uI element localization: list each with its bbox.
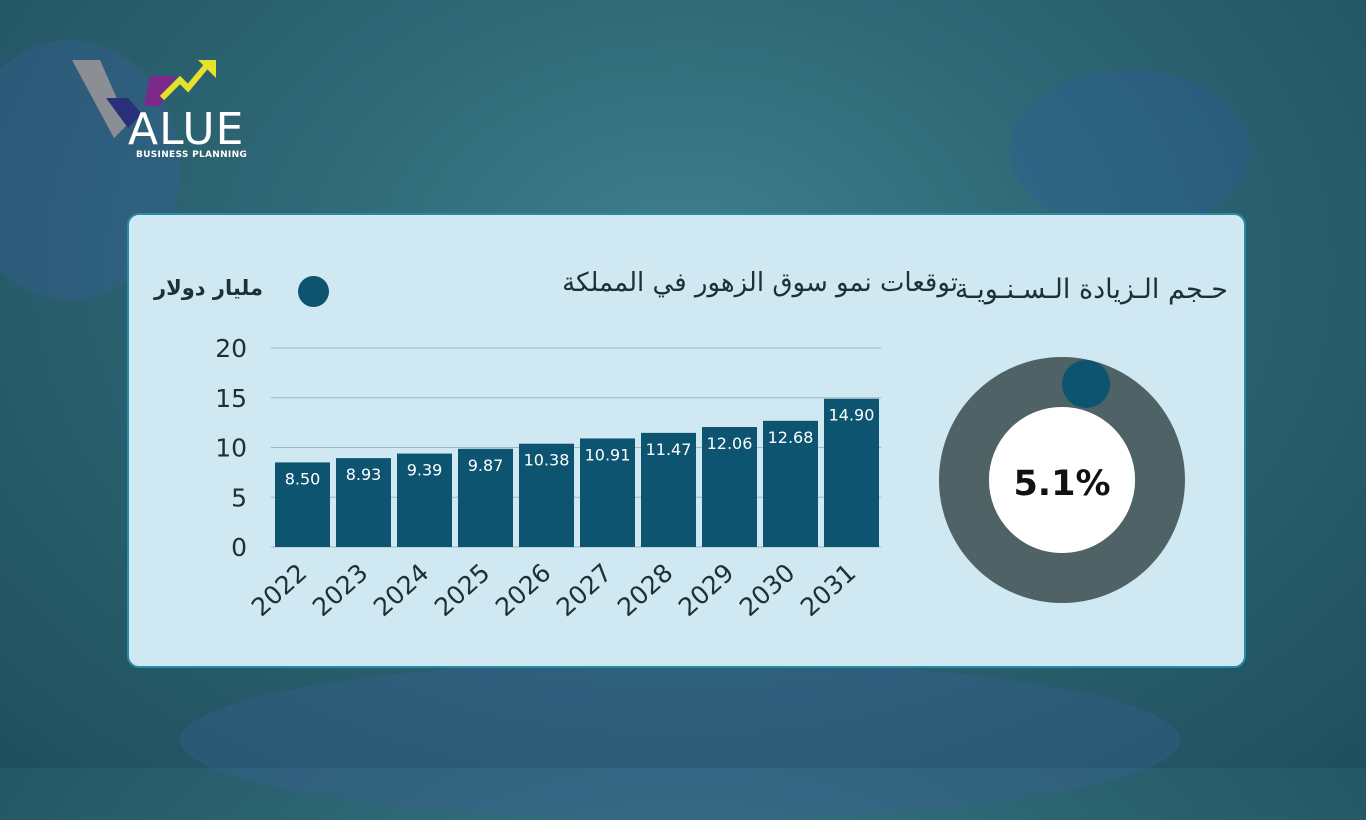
x-tick-label: 2023 <box>307 558 374 622</box>
logo-subtitle: BUSINESS PLANNING <box>136 150 248 160</box>
bar-2029 <box>702 427 757 547</box>
donut-value-label: 5.1% <box>1013 464 1110 504</box>
x-tick-label: 2022 <box>246 558 313 622</box>
y-tick-label: 20 <box>215 334 247 363</box>
donut-ring <box>939 357 1185 603</box>
background-flowers-bottom <box>180 660 1180 820</box>
bar-2025 <box>458 448 513 547</box>
legend-dot-icon <box>298 276 329 307</box>
data-label: 12.68 <box>768 428 814 447</box>
y-tick-label: 5 <box>231 483 247 512</box>
bar-chart-title: توقعات نمو سوق الزهور في المملكة <box>562 268 958 298</box>
bar-2024 <box>397 453 452 547</box>
data-label: 14.90 <box>829 406 875 425</box>
y-tick-label: 15 <box>215 384 247 413</box>
bar-2030 <box>763 420 818 547</box>
x-tick-label: 2030 <box>734 558 801 622</box>
x-tick-label: 2029 <box>673 558 740 622</box>
data-label: 9.87 <box>468 456 504 475</box>
bar-2031 <box>824 398 879 547</box>
background-flowers-right <box>1010 70 1250 230</box>
logo-text: ALUE <box>128 104 245 155</box>
bar-2023 <box>336 458 391 547</box>
x-tick-label: 2024 <box>368 558 435 622</box>
bar-2027 <box>580 438 635 547</box>
y-axis-unit-label: مليار دولار <box>154 276 263 300</box>
bar-2028 <box>641 432 696 547</box>
x-tick-label: 2026 <box>490 558 557 622</box>
data-label: 10.91 <box>585 445 631 464</box>
data-label: 12.06 <box>707 434 753 453</box>
annual-growth-title: حـجم الـزيادة الـسـنـويـة <box>954 274 1228 305</box>
donut-center <box>989 407 1135 553</box>
y-tick-label: 0 <box>231 533 247 562</box>
data-label: 11.47 <box>646 440 692 459</box>
x-tick-label: 2025 <box>429 558 496 622</box>
bar-2022 <box>275 462 330 547</box>
bar-chart: 0 5 10 15 20 8.50 2022 8.93 2023 9.39 2024 9.87 2025… <box>215 334 881 622</box>
x-tick-label: 2027 <box>551 558 618 622</box>
data-label: 9.39 <box>407 461 443 480</box>
data-label: 8.93 <box>346 465 382 484</box>
value-logo: ALUE <box>66 58 266 168</box>
x-tick-label: 2031 <box>795 558 862 622</box>
data-label: 8.50 <box>285 469 321 488</box>
data-label: 10.38 <box>524 451 570 470</box>
donut-marker <box>1062 360 1110 408</box>
x-tick-label: 2028 <box>612 558 679 622</box>
logo-mark-icon <box>72 60 216 138</box>
growth-donut-chart: 5.1% <box>939 357 1185 603</box>
y-tick-label: 10 <box>215 434 247 463</box>
bar-2026 <box>519 443 574 547</box>
